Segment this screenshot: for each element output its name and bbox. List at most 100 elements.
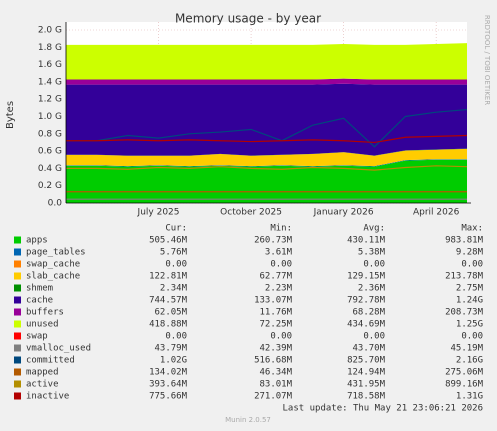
column-header: Min: [270,224,292,234]
legend-value: 434.69M [347,320,386,330]
legend-value: 129.15M [347,272,386,282]
legend-value: 430.11M [347,236,386,246]
legend-value: 260.73M [254,236,293,246]
legend-label: shmem [26,284,53,294]
legend-swatch [14,356,21,364]
chart-title: Memory usage - by year [175,12,321,26]
legend-swatch [14,272,21,280]
legend-value: 46.34M [259,368,292,378]
legend-swatch [14,308,21,316]
legend-value: 122.81M [149,272,188,282]
x-tick-label: April 2026 [413,208,460,218]
y-tick-label: 1.4 G [38,77,62,87]
legend-value: 43.79M [154,344,187,354]
legend-swatch [14,296,21,304]
legend-value: 2.34M [160,284,188,294]
legend-value: 213.78M [445,272,484,282]
area [66,83,467,156]
legend-value: 0.00 [270,260,292,270]
line [66,108,468,148]
side-label: RRDTOOL / TOBI OETIKER [483,15,491,105]
legend-swatch [14,260,21,268]
y-axis-label: Bytes [5,101,16,129]
legend-value: 1.31G [456,392,483,402]
legend-swatch [14,320,21,328]
legend-value: 983.81M [445,236,484,246]
footer: Last update: Thu May 21 23:06:21 2026 [283,404,483,414]
legend-value: 68.28M [352,308,385,318]
legend-swatch [14,284,21,292]
legend-value: 431.95M [347,380,386,390]
x-tick-label: July 2025 [137,208,180,218]
legend-value: 516.68M [254,356,293,366]
y-tick-label: 0.6 G [38,147,62,157]
y-tick-label: 0.4 G [38,164,62,174]
legend-label: swap_cache [26,260,80,270]
legend-value: 42.39M [259,344,292,354]
area [66,159,467,167]
legend-value: 9.28M [456,248,484,258]
legend-value: 2.75M [456,284,484,294]
y-tick-label: 1.2 G [38,95,62,105]
version: Munin 2.0.57 [225,416,271,424]
y-tick-label: 0.0 [48,199,63,209]
legend-value: 393.64M [149,380,188,390]
legend-label: active [26,380,59,390]
legend-value: 1.24G [456,296,483,306]
legend-value: 792.78M [347,296,386,306]
legend-value: 5.38M [358,248,386,258]
legend-value: 899.16M [445,380,484,390]
legend-value: 275.06M [445,368,484,378]
y-tick-label: 1.0 G [38,112,62,122]
legend-value: 72.25M [259,320,292,330]
legend-value: 45.19M [450,344,483,354]
legend-value: 124.94M [347,368,386,378]
area [66,43,467,80]
legend-value: 62.77M [259,272,292,282]
y-tick-label: 1.8 G [38,43,62,53]
legend-value: 825.70M [347,356,386,366]
legend-value: 1.25G [456,320,483,330]
legend-value: 43.70M [352,344,385,354]
legend-value: 0.00 [461,260,483,270]
legend-value: 775.66M [149,392,188,402]
legend-label: cache [26,296,53,306]
legend-value: 2.36M [358,284,386,294]
line [66,165,468,171]
legend-swatch [14,332,21,340]
legend-value: 0.00 [165,260,187,270]
x-tick-label: January 2026 [313,208,374,218]
legend-swatch [14,392,21,400]
column-header: Cur: [165,224,187,234]
legend-label: slab_cache [26,272,80,282]
legend-value: 271.07M [254,392,293,402]
legend-swatch [14,368,21,376]
legend-value: 134.02M [149,368,188,378]
legend-label: swap [26,332,48,342]
legend-value: 208.73M [445,308,484,318]
legend-value: 2.16G [456,356,483,366]
y-tick-label: 1.6 G [38,60,62,70]
legend-value: 133.07M [254,296,293,306]
legend-value: 5.76M [160,248,188,258]
x-tick-label: October 2025 [220,208,282,218]
legend-value: 3.61M [265,248,293,258]
y-tick-label: 0.8 G [38,129,62,139]
legend-value: 0.00 [363,332,385,342]
legend-swatch [14,380,21,388]
legend-value: 11.76M [259,308,292,318]
legend-label: vmalloc_used [26,344,91,354]
column-header: Avg: [363,224,385,234]
area [66,148,467,156]
legend-value: 0.00 [270,332,292,342]
y-tick-label: 2.0 G [38,26,62,36]
column-header: Max: [461,224,483,234]
legend-value: 418.88M [149,320,188,330]
legend-label: committed [26,356,75,366]
legend-value: 0.00 [363,260,385,270]
legend-label: unused [26,320,59,330]
legend-value: 1.02G [160,356,187,366]
legend-value: 2.23M [265,284,293,294]
legend-value: 62.05M [154,308,187,318]
